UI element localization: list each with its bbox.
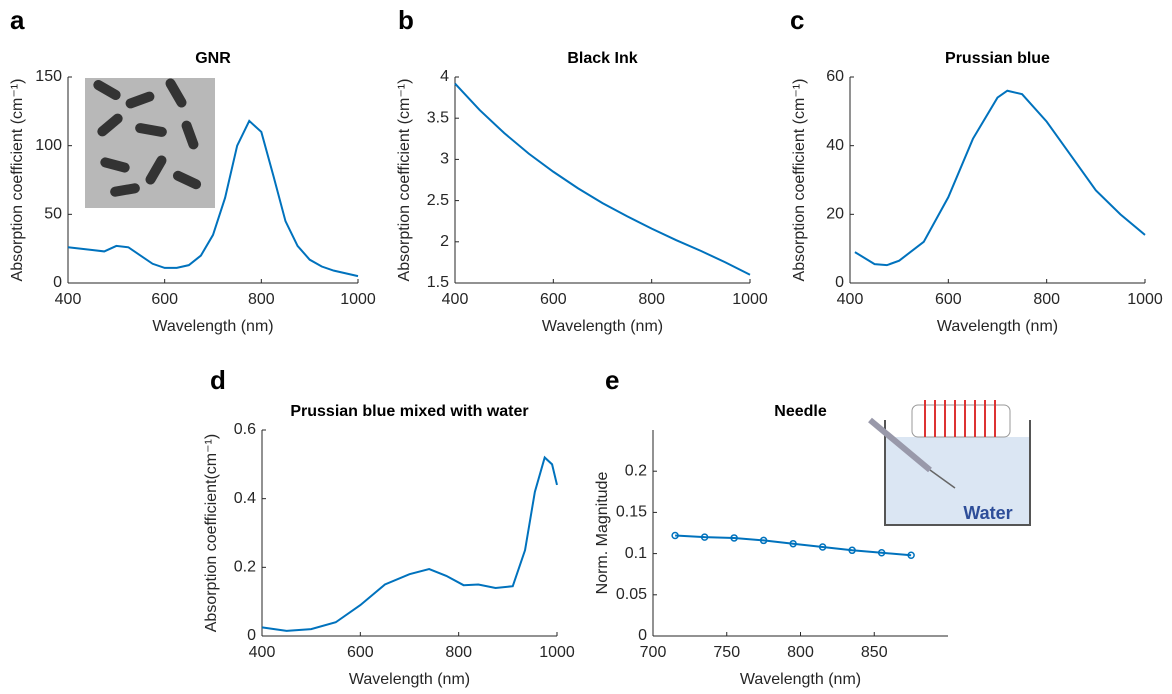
y-tick-label: 20 [826,206,844,223]
y-tick-label: 2.5 [427,192,449,209]
data-line [67,119,359,278]
x-tick-label: 850 [861,644,888,661]
y-tick-label: 3 [440,151,449,168]
y-tick-label: 60 [826,68,844,85]
transducer-elements [924,400,996,437]
data-point [730,534,738,542]
y-tick-label: 100 [35,137,62,154]
y-tick-label: 40 [826,137,844,154]
needle [929,469,956,489]
chart-title: Black Ink [567,50,637,67]
data-point [789,539,797,548]
y-tick-label: 4 [440,68,449,85]
y-tick-label: 0.4 [234,490,256,507]
chart-title: Prussian blue [945,50,1050,67]
y-tick-label: 0 [53,274,62,291]
y-axis-label: Absorption coefficient (cm⁻¹) [9,79,26,282]
x-tick-label: 600 [151,291,178,308]
x-tick-label: 800 [787,644,814,661]
x-tick-label: 1000 [539,644,575,661]
x-tick-label: 400 [249,644,276,661]
panel-letter: c [790,5,804,35]
panel-letter: b [398,5,414,35]
data-point [907,551,915,559]
y-axis-label: Absorption coefficient (cm⁻¹) [791,79,808,282]
x-tick-label: 1000 [340,291,376,308]
chart-panel: b Black Ink Wavelength (nm) Absorption coef… [396,5,768,335]
x-tick-label: 1000 [732,291,768,308]
inset-label: Water [963,503,1012,523]
setup-inset: Water [868,400,1031,526]
y-tick-label: 0 [638,627,647,644]
chart-title: Prussian blue mixed with water [290,403,528,420]
data-point [700,533,709,541]
y-axis-label: Absorption coefficient(cm⁻¹) [203,434,220,632]
tem-inset [85,78,215,208]
y-tick-label: 50 [44,206,62,223]
y-tick-label: 0.15 [616,504,647,521]
data-line [454,82,751,276]
y-tick-label: 3.5 [427,109,449,126]
y-tick-label: 0 [835,274,844,291]
data-point [818,543,827,551]
panel-letter: e [605,365,619,395]
data-line [854,89,1146,267]
data-line [261,455,558,632]
panel-letter: d [210,365,226,395]
syringe [868,417,932,473]
y-tick-label: 150 [35,68,62,85]
x-tick-label: 1000 [1127,291,1163,308]
data-point [759,536,768,545]
x-tick-label: 400 [55,291,82,308]
x-axis-label: Wavelength (nm) [740,671,861,688]
chart-title: Needle [774,403,827,420]
x-tick-label: 600 [540,291,567,308]
data-line [675,534,912,557]
data-point [848,546,856,555]
x-axis-label: Wavelength (nm) [152,318,273,335]
y-tick-label: 0.2 [234,559,256,576]
x-tick-label: 800 [1033,291,1060,308]
x-axis-label: Wavelength (nm) [542,318,663,335]
y-tick-label: 0.05 [616,586,647,603]
y-tick-label: 0.2 [625,462,647,479]
panel-letter: a [10,5,25,35]
x-tick-label: 600 [347,644,374,661]
chart-panel: d Prussian blue mixed with water Wavelengt… [203,365,575,688]
x-tick-label: 400 [442,291,469,308]
x-tick-label: 700 [640,644,667,661]
data-point [671,531,679,540]
y-tick-label: 0.1 [625,545,647,562]
tank-wall [884,420,1031,526]
y-tick-label: 0.6 [234,421,256,438]
data-point [877,549,886,557]
x-axis-label: Wavelength (nm) [937,318,1058,335]
x-tick-label: 400 [837,291,864,308]
chart-title: GNR [195,50,231,67]
x-tick-label: 800 [638,291,665,308]
x-tick-label: 750 [713,644,740,661]
chart-panel: c Prussian blue Wavelength (nm) Absorption … [790,5,1163,335]
chart-panel: e Needle Wavelength (nm) Norm. Magnitude 700… [594,365,948,688]
y-tick-label: 0 [247,627,256,644]
nanorods [93,78,202,197]
x-axis-label: Wavelength (nm) [349,671,470,688]
x-tick-label: 600 [935,291,962,308]
y-tick-label: 1.5 [427,274,449,291]
y-tick-label: 2 [440,233,449,250]
chart-panel: a GNR Wavelength (nm) Absorption coefficien… [9,5,376,335]
y-axis-label: Absorption coefficient (cm⁻¹) [396,79,413,282]
x-tick-label: 800 [248,291,275,308]
y-axis-label: Norm. Magnitude [594,472,611,595]
x-tick-label: 800 [445,644,472,661]
